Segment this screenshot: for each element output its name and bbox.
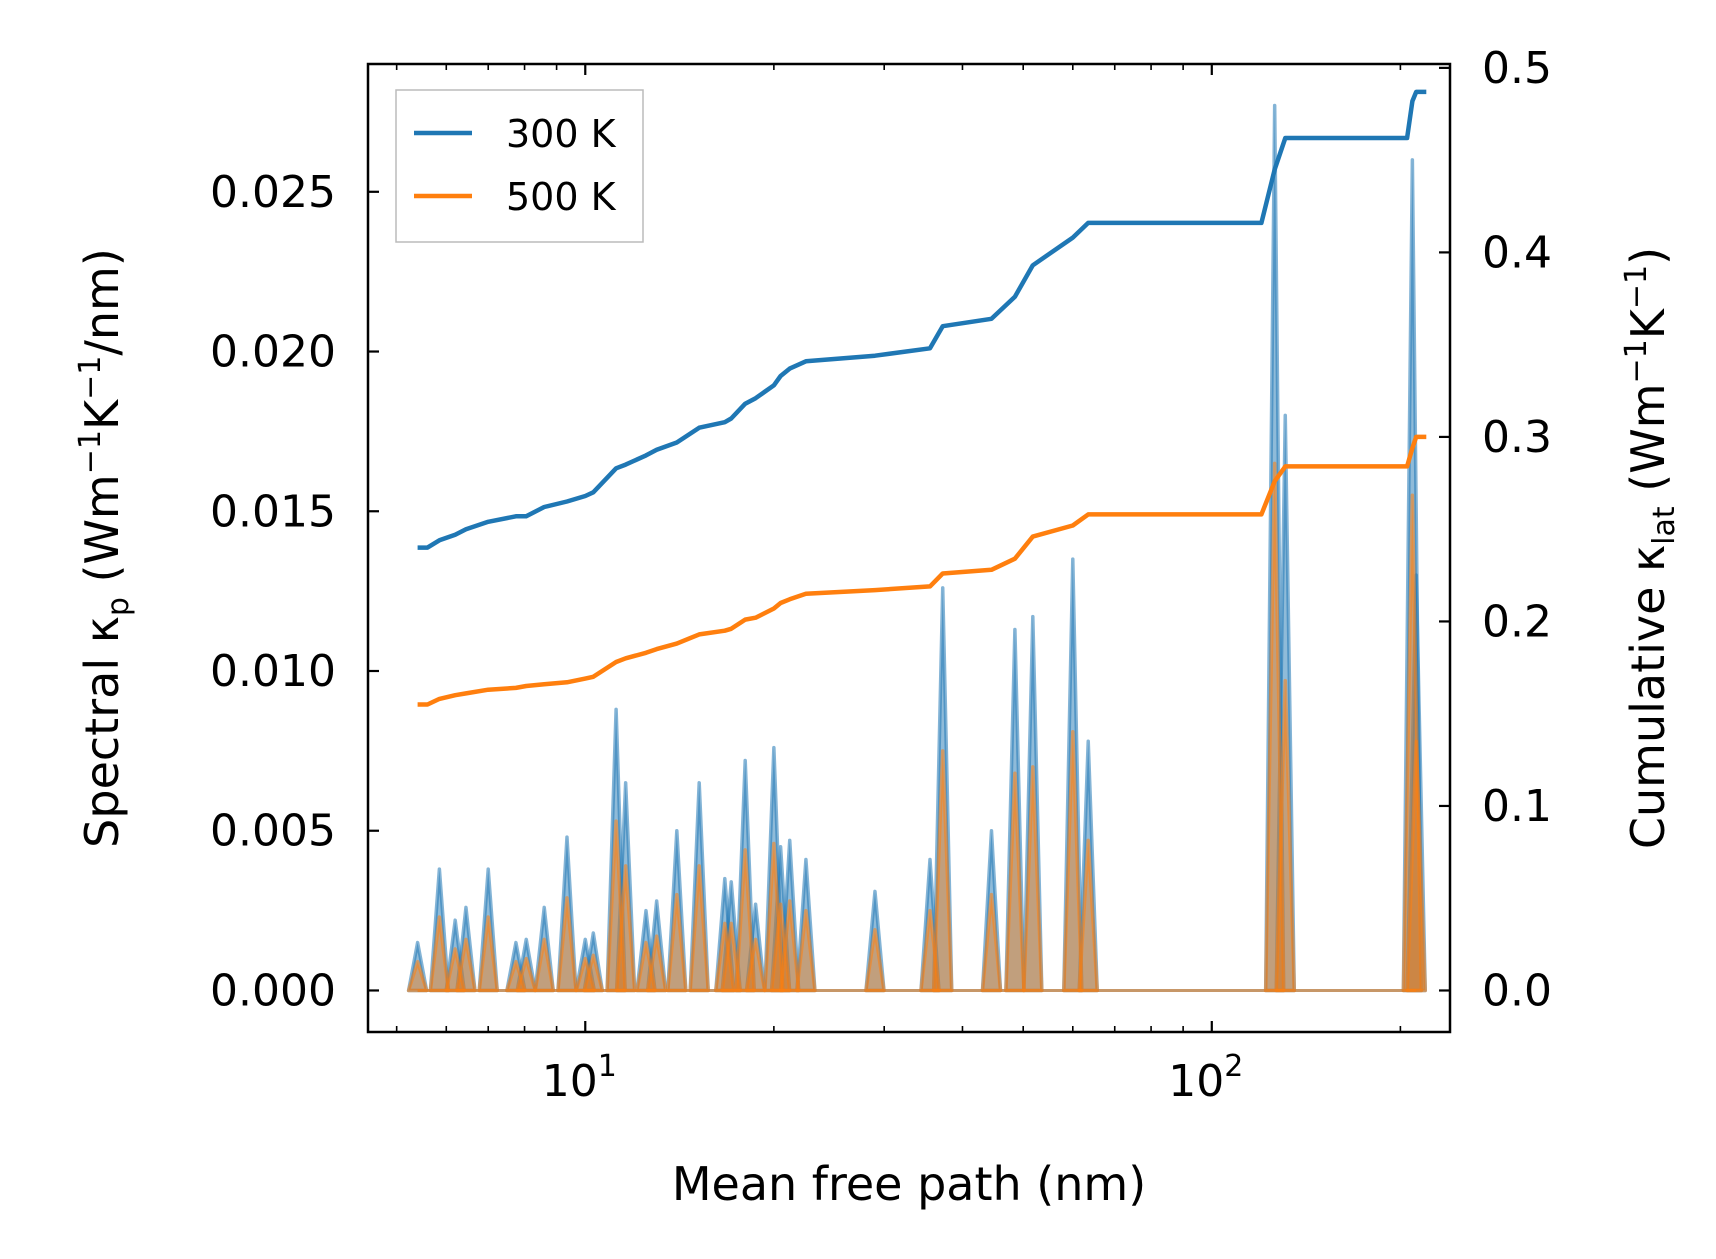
x-tick-label: 102 (1168, 1049, 1243, 1107)
y-left-tick-label: 0.000 (210, 965, 336, 1016)
y-right-tick-label: 0.0 (1482, 965, 1552, 1016)
y-left-tick-label: 0.005 (210, 806, 336, 857)
cumulative-line-500k (417, 434, 1427, 707)
y-axis-right-label: Cumulative κlat (Wm−1K−1) (1619, 247, 1682, 849)
ticks-layer: 101 102 0.000 0.005 0.010 0.015 0.020 0.025 0.0 0… (210, 43, 1552, 1107)
plot-frame (366, 62, 1452, 1034)
spectral-series-500k (406, 461, 1427, 993)
y-left-tick-label: 0.015 (210, 486, 336, 537)
spectral-peak (1405, 739, 1427, 993)
spectral-peak (406, 959, 429, 993)
y-left-tick-label: 0.025 (210, 167, 336, 218)
y-right-tick-label: 0.1 (1482, 781, 1552, 832)
cumulative-layer (417, 89, 1427, 707)
y-right-tick-label: 0.5 (1482, 43, 1552, 94)
y-right-tick-label: 0.3 (1482, 412, 1552, 463)
spectral-layer (406, 103, 1427, 993)
y-right-tick-label: 0.4 (1482, 227, 1552, 278)
y-right-tick-label: 0.2 (1482, 596, 1552, 647)
cumulative-line-300k (417, 89, 1427, 550)
y-left-tick-label: 0.020 (210, 327, 336, 378)
x-tick-label: 101 (542, 1049, 617, 1107)
legend: 300 K 500 K (395, 89, 644, 243)
legend-label-500k: 500 K (506, 175, 617, 219)
legend-box (395, 89, 644, 243)
y-left-tick-label: 0.010 (210, 646, 336, 697)
legend-label-300k: 300 K (506, 112, 617, 156)
y-axis-left-label: Spectral κp (Wm−1K−1/nm) (73, 248, 136, 848)
x-axis-label: Mean free path (nm) (672, 1157, 1146, 1211)
